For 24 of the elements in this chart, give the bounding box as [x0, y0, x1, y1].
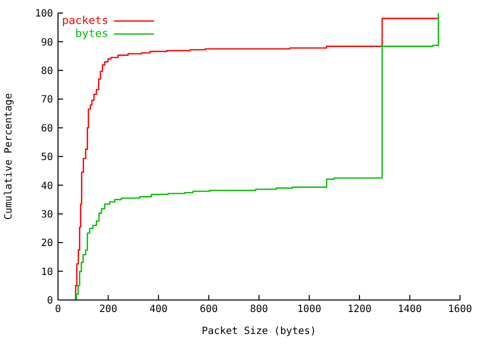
y-tick-label: 40 — [40, 180, 53, 192]
y-tick-label: 10 — [40, 266, 53, 278]
x-tick-label: 400 — [149, 304, 168, 316]
x-tick-label: 1400 — [398, 304, 422, 316]
y-tick-label: 80 — [40, 66, 53, 77]
y-tick-label: 90 — [40, 37, 53, 48]
y-tick-label: 60 — [40, 123, 53, 134]
x-tick-label: 800 — [250, 304, 268, 316]
x-tick-label: 1000 — [297, 304, 322, 316]
x-tick-label: 600 — [200, 304, 218, 316]
legend-label: packets — [62, 14, 108, 27]
y-tick-label: 70 — [40, 94, 53, 106]
x-tick-label: 0 — [54, 304, 62, 316]
y-tick-label: 50 — [40, 152, 53, 164]
y-tick-label: 0 — [46, 296, 53, 307]
y-tick-label: 100 — [34, 8, 53, 20]
x-axis-title: Packet Size (bytes) — [202, 326, 316, 337]
x-tick-label: 1200 — [347, 304, 372, 316]
legend-label: bytes — [75, 27, 108, 40]
y-tick-label: 30 — [40, 209, 53, 220]
x-tick-label: 1600 — [448, 304, 472, 316]
y-axis-title: Cumulative Percentage — [4, 93, 15, 220]
x-tick-label: 200 — [99, 304, 118, 316]
y-tick-label: 20 — [40, 238, 53, 250]
